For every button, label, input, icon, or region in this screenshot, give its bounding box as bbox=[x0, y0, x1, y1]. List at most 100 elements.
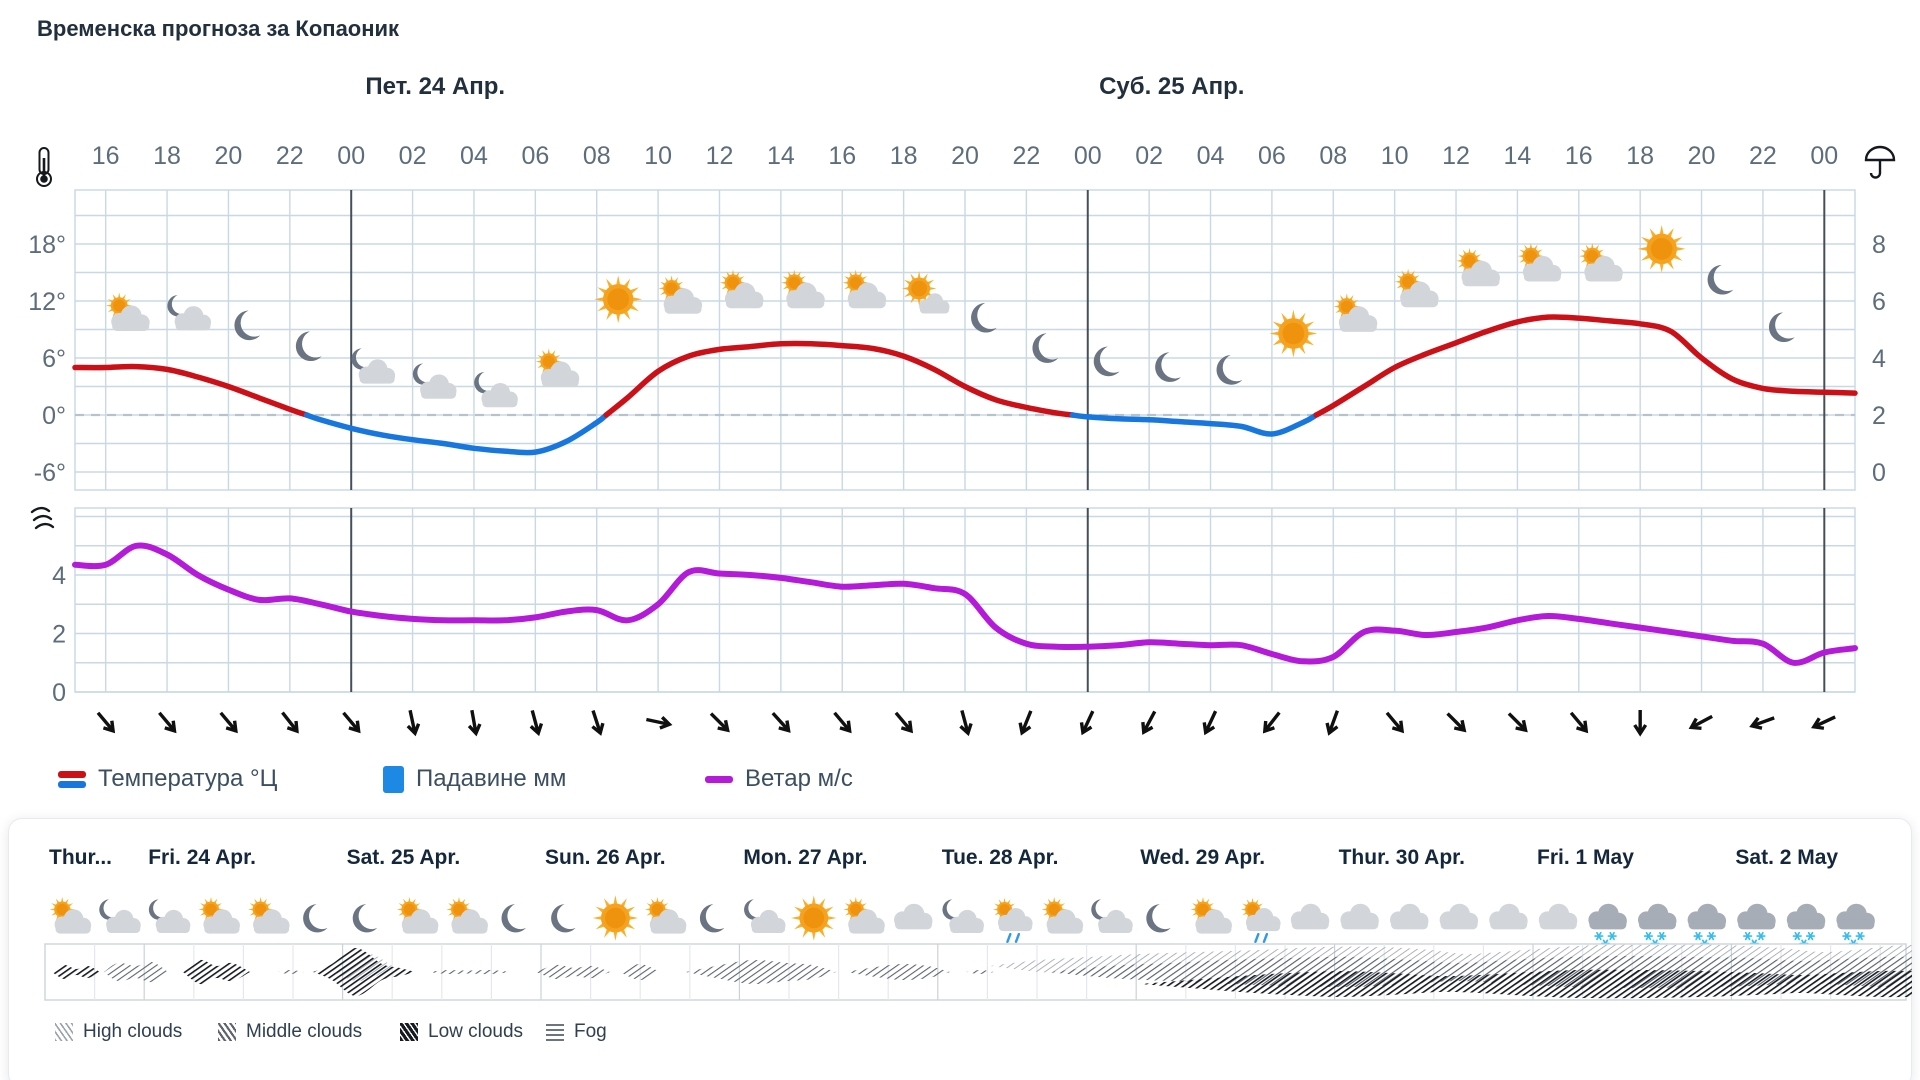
moon-icon bbox=[1707, 264, 1734, 295]
chart-legend: Температура °Ц Падавине мм Ветар м/с bbox=[0, 762, 1920, 796]
cloud-icon bbox=[1338, 306, 1378, 332]
temp-axis-label: 6° bbox=[42, 345, 66, 373]
wind-direction-arrow bbox=[1079, 710, 1095, 736]
time-tick-label: 04 bbox=[1197, 142, 1225, 170]
wind-direction-arrow bbox=[1688, 714, 1713, 730]
time-tick-label: 00 bbox=[1810, 142, 1838, 170]
moon-icon bbox=[474, 371, 493, 394]
cloud-icon bbox=[919, 293, 950, 314]
sun-cloud-icon bbox=[1517, 242, 1562, 282]
sun-icon bbox=[842, 269, 869, 296]
time-tick-label: 12 bbox=[1442, 142, 1470, 170]
wind-direction-arrow bbox=[467, 709, 482, 737]
moon-icon bbox=[167, 295, 187, 317]
low-clouds-swatch-icon bbox=[400, 1023, 418, 1041]
wind-direction-arrow bbox=[1749, 716, 1775, 730]
moon-icon bbox=[412, 363, 432, 385]
precipitation-swatch-icon bbox=[383, 765, 404, 793]
wind-axis-label: 0 bbox=[52, 679, 66, 707]
time-tick-label: 20 bbox=[1688, 142, 1716, 170]
legend-item-wind: Ветар м/с bbox=[705, 762, 853, 796]
time-tick-label: 10 bbox=[644, 142, 672, 170]
precip-axis-label: 0 bbox=[1872, 459, 1886, 487]
moon-icon bbox=[1093, 346, 1120, 377]
temp-axis-label: 0° bbox=[42, 402, 66, 430]
legend-label: Ветар м/с bbox=[745, 765, 853, 792]
legend-label: Падавине мм bbox=[416, 765, 567, 792]
temp-axis-label: 12° bbox=[28, 288, 66, 316]
time-tick-label: 06 bbox=[521, 142, 549, 170]
sun-icon bbox=[1456, 247, 1483, 275]
time-tick-label: 06 bbox=[1258, 142, 1286, 170]
wind-direction-arrow bbox=[219, 711, 238, 734]
cloud-icon bbox=[725, 282, 764, 309]
cloud-icon bbox=[1522, 255, 1562, 282]
sun-cloud-icon bbox=[842, 269, 887, 309]
wind-direction-arrow bbox=[1811, 715, 1836, 730]
sun-cloud-icon bbox=[1579, 242, 1623, 282]
temp-axis-label: 18° bbox=[28, 231, 66, 259]
sun-cloud-icon bbox=[106, 292, 150, 331]
sun-icon bbox=[1394, 268, 1422, 295]
sun-cloud-icon bbox=[658, 275, 703, 314]
sun-cloud-icon bbox=[1333, 293, 1378, 332]
cloud-icon bbox=[481, 383, 518, 408]
time-tick-label: 10 bbox=[1381, 142, 1409, 170]
temperature-curve bbox=[1069, 412, 1319, 437]
temperature-curve bbox=[603, 340, 1076, 418]
time-tick-label: 18 bbox=[890, 142, 918, 170]
moon-icon bbox=[1032, 333, 1059, 363]
sun-icon bbox=[594, 275, 643, 324]
legend-item-precipitation: Падавине мм bbox=[383, 762, 566, 796]
day-header: Суб. 25 Апр. bbox=[1099, 73, 1244, 100]
wind-swatch-icon bbox=[705, 775, 733, 783]
fog-swatch-icon bbox=[546, 1023, 564, 1041]
cloud-cover-legend: High clouds Middle clouds Low clouds Fog bbox=[0, 1018, 1920, 1048]
cloud-icon bbox=[174, 306, 212, 331]
moon-icon bbox=[1032, 333, 1059, 363]
middle-clouds-swatch-icon bbox=[218, 1023, 236, 1041]
cloud-icon bbox=[111, 305, 150, 331]
cloud-icon bbox=[420, 374, 457, 399]
time-tick-label: 12 bbox=[706, 142, 734, 170]
wind-direction-arrow bbox=[529, 709, 544, 737]
moon-cloud-icon bbox=[351, 348, 396, 384]
wind-axis-label: 4 bbox=[52, 562, 66, 590]
cloud-icon bbox=[1400, 281, 1439, 308]
wind-direction-arrow bbox=[406, 709, 421, 737]
time-tick-label: 20 bbox=[215, 142, 243, 170]
sun-cloud-icon bbox=[781, 269, 825, 309]
thermometer-icon bbox=[36, 147, 52, 187]
time-tick-label: 04 bbox=[460, 142, 488, 170]
moon-icon bbox=[1768, 312, 1795, 343]
temperature-swatch-icon bbox=[58, 770, 86, 788]
high-clouds-swatch-icon bbox=[55, 1023, 73, 1041]
sun-cloud-icon bbox=[1456, 247, 1500, 287]
day-label: Fri. 24 Apr. bbox=[148, 846, 256, 869]
moon-icon bbox=[234, 310, 261, 341]
sun-icon bbox=[1269, 309, 1318, 358]
moon-icon bbox=[1155, 352, 1181, 382]
moon-icon bbox=[295, 331, 322, 362]
time-tick-label: 16 bbox=[92, 142, 120, 170]
day-label: Fri. 1 May bbox=[1537, 846, 1634, 869]
sun-icon bbox=[1637, 224, 1686, 273]
moon-icon bbox=[1768, 312, 1795, 343]
wind-curve bbox=[72, 542, 1858, 666]
time-tick-label: 02 bbox=[399, 142, 427, 170]
sun-cloud2-icon bbox=[901, 271, 950, 314]
wind-direction-arrow bbox=[1633, 710, 1648, 737]
time-tick-label: 00 bbox=[1074, 142, 1102, 170]
day-label: Sun. 26 Apr. bbox=[545, 846, 666, 869]
cloud-legend-label: High clouds bbox=[83, 1021, 183, 1042]
sun-cloud-icon bbox=[1394, 268, 1439, 308]
moon-icon bbox=[971, 302, 997, 333]
wind-direction-arrow bbox=[1018, 710, 1033, 736]
cloud-legend-item-fog: Fog bbox=[546, 1018, 607, 1046]
sun-icon bbox=[1517, 242, 1545, 270]
wind-direction-arrow bbox=[158, 711, 177, 734]
wind-direction-arrow bbox=[1385, 711, 1405, 734]
precip-axis-label: 4 bbox=[1872, 345, 1886, 373]
sun-icon bbox=[535, 348, 562, 375]
